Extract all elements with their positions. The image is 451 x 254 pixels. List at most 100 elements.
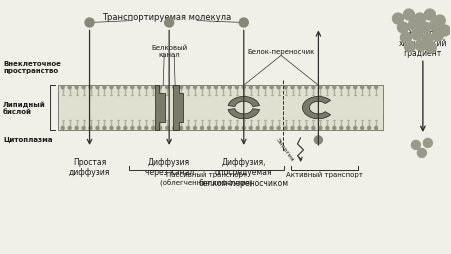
Circle shape [428, 20, 439, 31]
Circle shape [102, 85, 106, 89]
Circle shape [227, 85, 231, 89]
Circle shape [423, 9, 434, 20]
Circle shape [331, 126, 336, 130]
Circle shape [416, 148, 425, 157]
Circle shape [109, 126, 113, 130]
Circle shape [109, 85, 113, 89]
Circle shape [304, 85, 308, 89]
Circle shape [314, 136, 322, 144]
Circle shape [213, 126, 218, 130]
Circle shape [158, 126, 162, 130]
Circle shape [408, 19, 419, 30]
Circle shape [88, 85, 92, 89]
Circle shape [81, 85, 86, 89]
Circle shape [410, 140, 419, 149]
Circle shape [366, 126, 371, 130]
Circle shape [414, 40, 425, 51]
Text: Липидный
бислой: Липидный бислой [3, 101, 46, 115]
Circle shape [373, 126, 377, 130]
Circle shape [165, 85, 169, 89]
Circle shape [206, 85, 211, 89]
Text: Простая
диффузия: Простая диффузия [69, 158, 110, 177]
Circle shape [102, 126, 106, 130]
Circle shape [171, 126, 176, 130]
Polygon shape [155, 85, 165, 130]
Circle shape [338, 85, 343, 89]
Circle shape [290, 126, 294, 130]
Circle shape [220, 85, 225, 89]
Text: Внеклеточное
пространство: Внеклеточное пространство [3, 61, 61, 74]
Circle shape [431, 30, 442, 41]
Circle shape [193, 126, 197, 130]
Circle shape [241, 85, 245, 89]
Circle shape [248, 85, 253, 89]
Circle shape [262, 85, 266, 89]
Circle shape [269, 85, 273, 89]
Circle shape [421, 33, 433, 44]
Circle shape [234, 126, 239, 130]
Circle shape [391, 13, 403, 24]
Circle shape [95, 85, 100, 89]
Polygon shape [228, 97, 259, 106]
Circle shape [199, 126, 204, 130]
Circle shape [67, 85, 72, 89]
Circle shape [179, 126, 183, 130]
Circle shape [433, 15, 444, 26]
Circle shape [345, 126, 350, 130]
Circle shape [144, 126, 148, 130]
Circle shape [352, 126, 357, 130]
Circle shape [311, 85, 315, 89]
Circle shape [424, 42, 435, 53]
Circle shape [206, 126, 211, 130]
Circle shape [396, 22, 408, 33]
Circle shape [123, 126, 127, 130]
Circle shape [60, 85, 65, 89]
Circle shape [164, 18, 173, 27]
Circle shape [290, 85, 294, 89]
Circle shape [338, 126, 343, 130]
Circle shape [220, 126, 225, 130]
Circle shape [171, 85, 176, 89]
Text: Активный транспорт: Активный транспорт [285, 172, 362, 178]
Circle shape [88, 126, 92, 130]
Text: Диффузия
через канал: Диффузия через канал [144, 158, 193, 177]
Text: Электро
химический
градиент: Электро химический градиент [398, 28, 446, 58]
Circle shape [248, 126, 253, 130]
Circle shape [130, 85, 134, 89]
Circle shape [352, 85, 357, 89]
Bar [58, 85, 382, 130]
Circle shape [345, 85, 350, 89]
Text: Цитоплазма: Цитоплазма [3, 137, 52, 143]
Polygon shape [228, 109, 259, 119]
Circle shape [366, 85, 371, 89]
Circle shape [359, 85, 364, 89]
Circle shape [255, 85, 259, 89]
Circle shape [67, 126, 72, 130]
Circle shape [116, 126, 120, 130]
Circle shape [60, 126, 65, 130]
Circle shape [234, 85, 239, 89]
Circle shape [403, 9, 414, 20]
Circle shape [185, 85, 190, 89]
Circle shape [404, 41, 414, 52]
Circle shape [227, 126, 231, 130]
Circle shape [311, 126, 315, 130]
Text: Энергия: Энергия [274, 137, 294, 163]
Circle shape [269, 126, 273, 130]
Text: Пассивный транспорт
(облегченная диффузия): Пассивный транспорт (облегченная диффузи… [160, 172, 252, 187]
Polygon shape [302, 97, 330, 119]
Circle shape [151, 126, 155, 130]
Circle shape [137, 85, 141, 89]
Circle shape [151, 85, 155, 89]
Circle shape [359, 126, 364, 130]
Circle shape [239, 18, 248, 27]
Text: Транспортируемая молекула: Транспортируемая молекула [102, 13, 231, 22]
Circle shape [144, 85, 148, 89]
Circle shape [137, 126, 141, 130]
Circle shape [123, 85, 127, 89]
Circle shape [324, 126, 329, 130]
Circle shape [74, 85, 78, 89]
Circle shape [81, 126, 86, 130]
Circle shape [373, 85, 377, 89]
Circle shape [283, 85, 287, 89]
